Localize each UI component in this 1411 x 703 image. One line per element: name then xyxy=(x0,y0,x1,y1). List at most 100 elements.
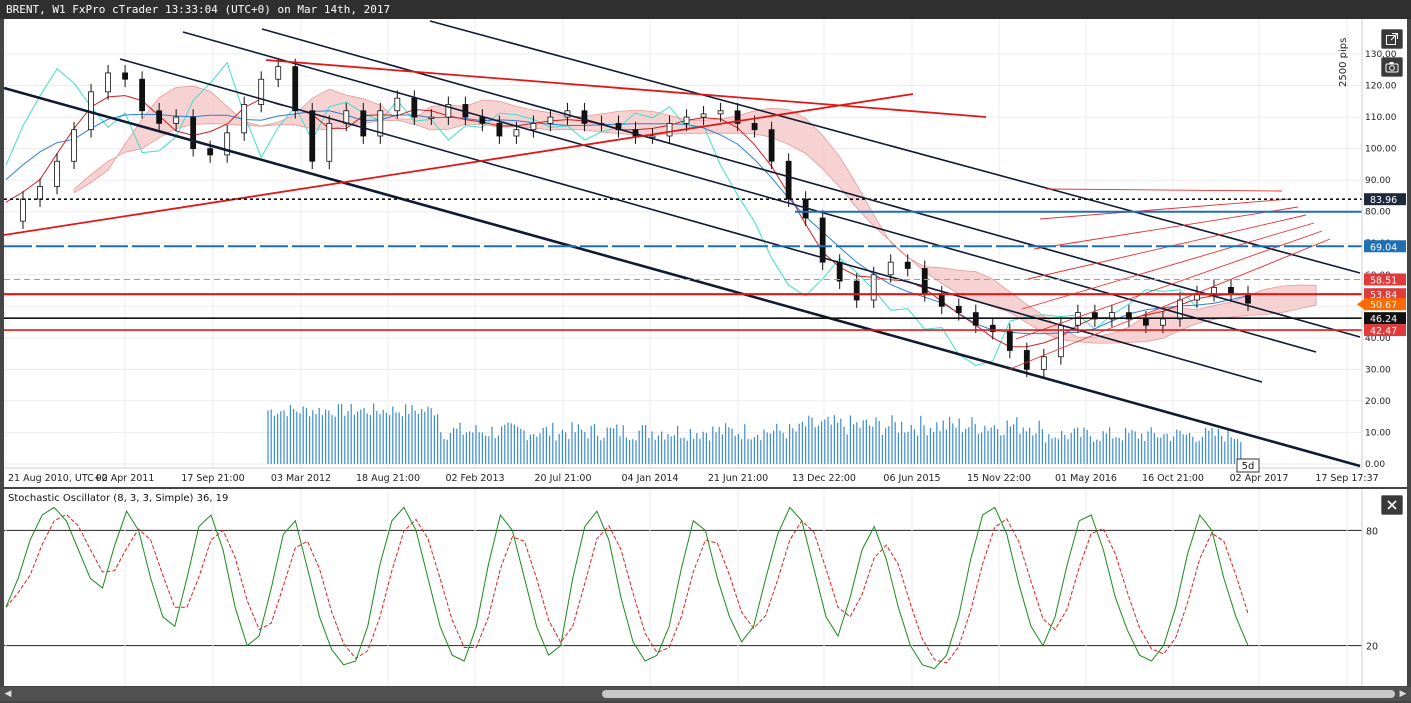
trend-line-dark xyxy=(3,86,1361,468)
camera-icon xyxy=(1385,62,1399,73)
channel-line-red xyxy=(1009,238,1331,370)
price-tick-label: 20.00 xyxy=(1365,397,1391,407)
candle-body xyxy=(734,110,741,124)
date-tick-label: 15 Nov 22:00 xyxy=(967,473,1031,484)
candle-body xyxy=(666,122,673,137)
trend-line-red xyxy=(265,59,987,118)
candle-body xyxy=(547,116,554,124)
candle-body xyxy=(836,261,843,282)
candle-body xyxy=(819,217,826,263)
scrollbar-thumb[interactable] xyxy=(602,690,1395,698)
candle-body xyxy=(445,104,452,118)
price-tick-label: 30.00 xyxy=(1365,365,1391,375)
candle-body xyxy=(887,261,894,276)
stoch-tick-label: 80 xyxy=(1366,526,1378,537)
chart-canvas[interactable]: 130.00120.00110.00100.0090.0080.0070.006… xyxy=(0,19,1411,687)
candle-body xyxy=(751,122,758,131)
price-label-bg xyxy=(1364,193,1406,206)
price-label-text: 53.84 xyxy=(1370,290,1397,301)
candle-body xyxy=(1040,356,1047,370)
price-tick-label: 80.00 xyxy=(1365,208,1391,218)
candle-body xyxy=(530,122,537,131)
scroll-left-icon[interactable]: ◀ xyxy=(4,689,12,699)
screenshot-button[interactable] xyxy=(1381,57,1403,77)
price-label-50.67: 50.67 xyxy=(1357,298,1406,311)
candle-body xyxy=(955,305,962,314)
trend-line-dark xyxy=(182,31,1317,353)
price-tick-label: 90.00 xyxy=(1365,176,1391,186)
candle-body xyxy=(122,72,128,80)
close-stochastic-button[interactable] xyxy=(1381,495,1403,515)
candle-body xyxy=(377,110,384,137)
price-panel-bg xyxy=(4,19,1407,487)
candle-body xyxy=(496,122,503,137)
price-label-text: 42.47 xyxy=(1370,326,1397,337)
price-tick-label: 130.00 xyxy=(1365,50,1397,60)
stochastic-axis: 80 20 xyxy=(1366,526,1378,652)
channel-line-red xyxy=(1039,198,1291,220)
trend-lines[interactable] xyxy=(3,20,1361,468)
candle-body xyxy=(717,110,724,115)
candle-body xyxy=(785,160,792,200)
scroll-right-icon[interactable]: ▶ xyxy=(1399,689,1407,699)
candle-body xyxy=(479,116,486,124)
date-axis: 21 Aug 2010, UTC+002 Apr 2011 17 Sep 21:0… xyxy=(4,467,1379,484)
trend-line-red xyxy=(3,93,914,236)
candle-body xyxy=(1143,318,1149,326)
price-label-83.96: 83.96 xyxy=(1364,193,1406,206)
stoch-d-line xyxy=(5,513,1249,664)
price-tick-label: 100.00 xyxy=(1365,145,1397,155)
candle-body xyxy=(921,268,928,295)
price-label-53.84: 53.84 xyxy=(1364,288,1406,301)
period-badge-label: 5d xyxy=(1242,461,1255,472)
scale-unit-label: 2500 pips xyxy=(1338,38,1349,87)
date-tick-label: 21 Aug 2010, UTC+0 xyxy=(8,473,108,484)
date-tick-label: 03 Mar 2012 xyxy=(271,473,331,484)
stochastic-title: Stochastic Oscillator (8, 3, 3, Simple) … xyxy=(8,493,228,504)
candle-body xyxy=(938,293,945,307)
detach-button[interactable] xyxy=(1381,29,1403,49)
candle-body xyxy=(1160,318,1166,326)
price-axis: 130.00120.00110.00100.0090.0080.0070.006… xyxy=(1357,19,1406,470)
price-label-46.24: 46.24 xyxy=(1364,312,1406,325)
candle-body xyxy=(258,78,265,105)
price-label-text: 50.67 xyxy=(1370,300,1397,311)
candle-body xyxy=(292,66,299,112)
price-label-bg xyxy=(1364,273,1406,286)
candle-body xyxy=(581,110,588,124)
tenkan-line xyxy=(5,95,1249,348)
date-tick-label: 02 Apr 2017 xyxy=(1230,473,1289,484)
price-label-bg xyxy=(1364,324,1406,337)
candle-body xyxy=(309,110,316,162)
price-panel[interactable]: 130.00120.00110.00100.0090.0080.0070.006… xyxy=(3,19,1407,487)
channel-line-red xyxy=(1033,206,1299,250)
candle-body xyxy=(105,72,111,93)
candle-body xyxy=(1211,286,1217,295)
candle-body xyxy=(1177,299,1183,320)
current-price-arrow xyxy=(1357,299,1364,310)
stochastic-panel[interactable]: Stochastic Oscillator (8, 3, 3, Simple) … xyxy=(4,489,1407,686)
candle-body xyxy=(224,132,231,156)
candle-body xyxy=(173,116,180,124)
price-label-text: 46.24 xyxy=(1370,314,1397,325)
horizontal-levels[interactable] xyxy=(4,198,1362,331)
stochastic-grid xyxy=(4,489,1363,686)
chart-title: BRENT, W1 FxPro cTrader 13:33:04 (UTC+0)… xyxy=(6,3,391,16)
price-tick-label: 120.00 xyxy=(1365,82,1397,92)
price-label-text: 83.96 xyxy=(1370,195,1397,206)
stochastic-panel-bg xyxy=(4,489,1407,686)
candle-body xyxy=(683,116,690,124)
candle-body xyxy=(649,135,656,138)
external-link-icon xyxy=(1386,33,1398,45)
date-tick-label: 16 Oct 21:00 xyxy=(1142,473,1204,484)
price-tick-label: 110.00 xyxy=(1365,113,1397,123)
candle-body xyxy=(139,78,146,112)
close-icon xyxy=(1387,500,1397,510)
candle-body xyxy=(20,198,26,222)
date-tick-label: 20 Jul 21:00 xyxy=(535,473,592,484)
candle-body xyxy=(853,280,860,301)
date-tick-label: 02 Apr 2011 xyxy=(96,473,155,484)
price-label-69.04: 69.04 xyxy=(1364,240,1406,253)
price-tick-label: 0.00 xyxy=(1365,460,1385,470)
price-label-bg xyxy=(1364,240,1406,253)
